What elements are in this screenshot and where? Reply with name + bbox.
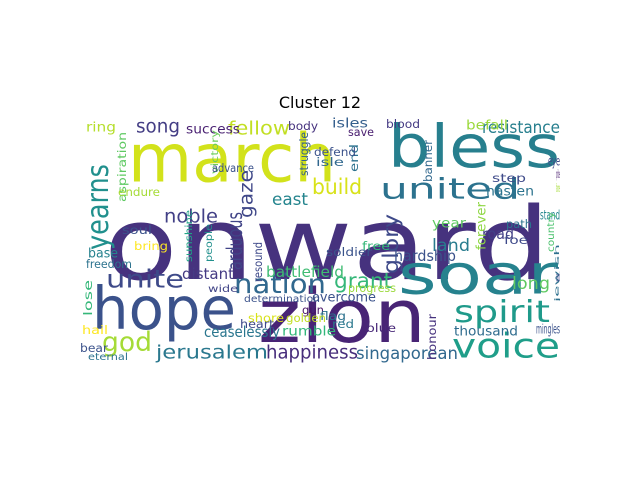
word-flag: flag	[320, 309, 346, 323]
word-long: long	[512, 274, 550, 294]
word-year: year	[432, 217, 467, 232]
word-country: country	[546, 212, 557, 252]
figure-title: Cluster 12	[278, 93, 362, 112]
word-step: step	[492, 171, 526, 185]
word-shore: shore	[248, 311, 284, 325]
word-hardship: hardship	[394, 247, 456, 265]
word-happiness: happiness	[266, 341, 358, 363]
word-mingles: mingles	[536, 323, 560, 338]
word-hail: hail	[82, 323, 108, 337]
word-soldier: soldier	[326, 245, 372, 259]
word-heart: heart	[240, 317, 275, 331]
word-cloud: onward march bless hope zion soar voice united s…	[80, 116, 560, 364]
word-singaporean: singaporean	[356, 344, 458, 364]
word-advance: advance	[212, 161, 254, 175]
word-sand: sand	[556, 271, 560, 286]
word-battlefield: battlefield	[266, 263, 344, 281]
word-nation: nation	[234, 269, 326, 300]
word-banner: banner	[421, 140, 435, 182]
word-yearns: yearns	[81, 164, 116, 250]
word-soar: soar	[398, 243, 558, 307]
word-voice: voice	[452, 327, 560, 365]
word-sunshine: sunshine	[184, 210, 195, 262]
word-resistance: resistance	[482, 118, 560, 138]
word-determination: determination	[244, 294, 320, 305]
word-god: god	[102, 327, 152, 358]
word-gaze: gaze	[235, 170, 257, 218]
word-struggle: struggle	[297, 132, 311, 176]
word-unite: unite	[106, 264, 184, 293]
word-wide: wide	[208, 284, 238, 295]
word-song: song	[136, 116, 180, 137]
word-grant: grant	[334, 269, 392, 293]
word-spirit: spirit	[454, 295, 550, 330]
word-aspiration: aspiration	[115, 132, 129, 202]
word-bless: bless	[388, 116, 560, 181]
word-gun: gun	[302, 303, 324, 317]
word-soul: soul	[122, 223, 152, 237]
word-bear: bear	[80, 341, 108, 355]
word-onward: onward	[104, 186, 550, 303]
word-eye: eye	[548, 155, 560, 170]
word-ceaselessly: ceaselessly	[204, 323, 280, 341]
word-endure: endure	[118, 185, 160, 199]
word-resound: resound	[251, 242, 265, 282]
word-pride: pride	[556, 167, 560, 181]
word-isle: isle	[316, 155, 344, 169]
word-path: path	[506, 217, 532, 231]
word-progress: progress	[348, 281, 396, 295]
word-jerusalem: jerusalem	[155, 341, 268, 363]
word-noble: noble	[164, 205, 218, 227]
word-success: success	[186, 123, 240, 138]
word-blue: blue	[366, 321, 396, 335]
word-bring: bring	[134, 239, 168, 253]
word-forever: forever	[475, 201, 490, 250]
word-victory: victory	[210, 130, 221, 174]
word-people: people	[204, 224, 215, 262]
word-lose: lose	[81, 280, 95, 316]
word-zion: zion	[258, 274, 426, 360]
word-ring: ring	[86, 121, 116, 136]
word-overcome: overcome	[312, 291, 376, 306]
word-red: red	[332, 317, 354, 331]
word-honour: honour	[425, 314, 439, 360]
word-defend: defend	[314, 145, 356, 159]
word-fame: fame	[556, 181, 560, 195]
word-body: body	[288, 119, 318, 133]
word-free: free	[362, 239, 390, 253]
word-save: save	[348, 125, 374, 139]
word-rumble: rumble	[282, 325, 336, 340]
word-fellow: fellow	[228, 117, 290, 139]
word-east: east	[272, 190, 308, 210]
word-road: road	[482, 225, 514, 243]
word-blood: blood	[386, 117, 420, 131]
word-march: march	[128, 119, 336, 197]
word-base: base	[88, 247, 118, 262]
word-isles: isles	[332, 117, 368, 132]
word-land: land	[432, 236, 470, 256]
word-hasten: hasten	[486, 185, 534, 200]
word-eternal: eternal	[88, 352, 128, 363]
word-befall: befall	[466, 119, 508, 134]
word-united: united	[380, 173, 520, 206]
word-end: end	[347, 144, 361, 172]
word-distant: distant	[182, 265, 234, 283]
word-arduous: arduous	[223, 212, 247, 270]
word-golden: golden	[286, 311, 326, 325]
word-stand: stand	[540, 209, 560, 224]
word-thousand: thousand	[454, 325, 518, 340]
word-hope: hope	[92, 274, 236, 343]
word-freedom: freedom	[86, 257, 132, 271]
word-glory: glory	[379, 214, 403, 274]
word-jewish: jewish	[555, 243, 560, 305]
word-foe: foe	[504, 233, 528, 247]
word-build: build	[312, 175, 362, 199]
